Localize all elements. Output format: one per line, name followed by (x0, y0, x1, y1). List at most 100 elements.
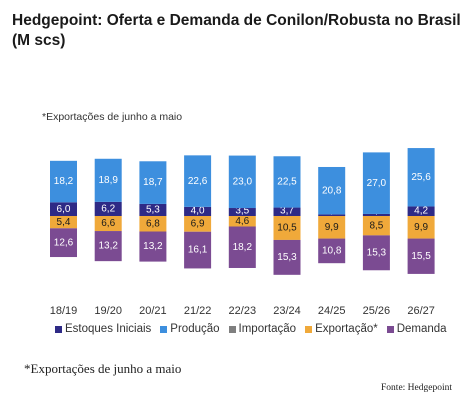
bar-demanda-8 (407, 238, 435, 274)
label-estoques-4: 3,5 (235, 206, 249, 217)
chart-title: Hedgepoint: Oferta e Demanda de Conilon/… (12, 12, 461, 49)
x-tick-label-4: 22/23 (229, 305, 257, 317)
label-demanda-7: 15,3 (367, 247, 387, 258)
legend-label: Estoques Iniciais (65, 323, 152, 335)
label-demanda-4: 18,2 (233, 242, 253, 253)
bar-estoques-0 (50, 202, 77, 216)
bar-producao-7 (362, 152, 390, 214)
label-estoques-8: 4,2 (414, 206, 428, 217)
bar-estoques-4 (228, 208, 256, 216)
label-demanda-5: 15,3 (277, 252, 297, 263)
label-producao-7: 27,0 (367, 178, 387, 189)
label-exportacao-3: 6,9 (191, 219, 205, 230)
x-tick-label-2: 20/21 (139, 305, 167, 317)
bar-exportacao-8 (407, 216, 435, 239)
label-demanda-2: 13,2 (143, 241, 163, 252)
x-tick-label-5: 23/24 (273, 305, 301, 317)
bar-estoques-2 (139, 203, 167, 216)
bar-demanda-4 (228, 226, 256, 268)
source-credit: Fonte: Hedgepoint (381, 383, 452, 393)
bar-demanda-1 (94, 231, 122, 262)
bar-estoques-8 (407, 206, 435, 216)
bar-producao-5 (273, 156, 301, 208)
label-estoques-0: 6,0 (57, 204, 71, 215)
bar-producao-8 (407, 148, 435, 207)
legend-swatch (228, 325, 236, 333)
label-exportacao-0: 5,4 (57, 217, 71, 228)
legend-swatch (386, 325, 394, 333)
bar-demanda-0 (50, 228, 77, 258)
label-exportacao-7: 8,5 (369, 220, 383, 231)
bar-producao-6 (318, 166, 346, 215)
label-producao-8: 25,6 (411, 172, 431, 183)
bar-producao-2 (139, 161, 167, 204)
bar-exportacao-1 (94, 216, 122, 232)
chart-subtitle: *Exportações de junho a maio (42, 111, 183, 123)
bar-estoques-7 (362, 213, 390, 216)
bar-demanda-7 (362, 235, 390, 271)
bar-exportacao-6 (318, 216, 346, 239)
label-exportacao-1: 6,6 (101, 218, 115, 229)
label-estoques-5: 3,7 (280, 206, 294, 217)
label-producao-5: 22,5 (277, 177, 297, 188)
bar-exportacao-4 (228, 216, 256, 227)
legend-item-1: Produção (160, 323, 220, 335)
legend-item-3: Exportação* (305, 323, 378, 335)
label-exportacao-6: 9,9 (325, 222, 339, 233)
x-tick-label-0: 18/19 (50, 305, 78, 317)
label-demanda-8: 15,5 (411, 251, 431, 262)
bar-exportacao-2 (139, 216, 167, 232)
x-tick-label-6: 24/25 (318, 305, 346, 317)
footnote: *Exportações de junho a maio (24, 361, 182, 376)
x-tick-label-1: 19/20 (94, 305, 122, 317)
label-producao-2: 18,7 (143, 177, 163, 188)
bar-demanda-3 (184, 231, 212, 269)
legend-swatch (55, 325, 62, 333)
bar-exportacao-3 (184, 216, 212, 232)
label-producao-3: 22,6 (188, 176, 208, 187)
legend-item-4: Demanda (386, 323, 447, 335)
bar-estoques-1 (94, 201, 122, 216)
label-estoques-1: 6,2 (101, 204, 115, 215)
label-demanda-3: 16,1 (188, 245, 208, 256)
label-exportacao-5: 10,5 (277, 223, 297, 234)
bar-demanda-2 (139, 231, 167, 262)
chart-legend: Estoques Iniciais Produção Importação Expor… (55, 323, 447, 335)
label-exportacao-2: 6,8 (146, 218, 160, 229)
bar-producao-0 (50, 160, 77, 203)
label-exportacao-8: 9,9 (414, 222, 428, 233)
label-producao-1: 18,9 (98, 175, 118, 186)
legend-label: Demanda (396, 323, 447, 335)
label-producao-0: 18,2 (54, 176, 74, 187)
label-estoques-2: 5,3 (146, 205, 160, 216)
legend-label: Importação (238, 323, 297, 335)
bar-exportacao-0 (50, 216, 77, 229)
label-producao-6: 20,8 (322, 185, 342, 196)
x-tick-label-3: 21/22 (184, 305, 212, 317)
label-demanda-1: 13,2 (98, 241, 118, 252)
label-estoques-3: 4,0 (191, 206, 205, 217)
legend-swatch (160, 325, 168, 333)
bar-estoques-3 (184, 206, 212, 216)
legend-item-2: Importação (228, 323, 297, 335)
bar-demanda-6 (318, 238, 346, 264)
x-tick-label-8: 26/27 (407, 305, 435, 317)
bar-exportacao-7 (362, 216, 390, 236)
x-tick-label-7: 25/26 (363, 305, 391, 317)
bar-producao-4 (228, 155, 256, 209)
bar-demanda-5 (273, 239, 301, 275)
bar-estoques-5 (273, 207, 301, 216)
bar-producao-1 (94, 158, 122, 202)
legend-label: Exportação* (315, 323, 378, 335)
legend-item-0: Estoques Iniciais (55, 323, 151, 335)
label-exportacao-4: 4,6 (235, 216, 249, 227)
bar-producao-3 (184, 155, 212, 207)
bar-exportacao-5 (273, 216, 301, 240)
label-demanda-6: 10,8 (322, 246, 342, 257)
legend-swatch (305, 325, 313, 333)
label-producao-4: 23,0 (233, 176, 253, 187)
label-demanda-0: 12,6 (54, 237, 74, 248)
legend-label: Produção (170, 323, 220, 335)
bar-estoques-6 (318, 214, 346, 216)
